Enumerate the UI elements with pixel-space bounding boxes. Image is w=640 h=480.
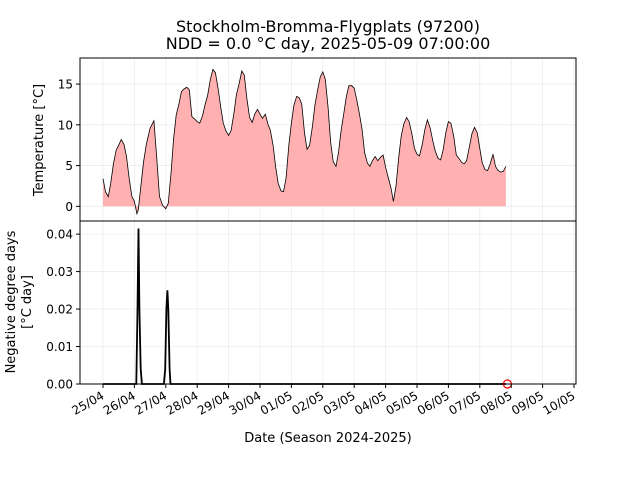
y-tick-label: 10 (58, 118, 73, 132)
x-tick-label: 27/04 (132, 388, 169, 417)
y-tick-label: 5 (65, 159, 73, 173)
x-tick-label: 10/05 (541, 388, 578, 417)
y-tick-label: 0.04 (46, 228, 73, 242)
x-tick-label: 05/05 (384, 388, 421, 417)
temperature-axis-label: Temperature [°C] (32, 84, 47, 197)
x-tick-label: 09/05 (509, 388, 546, 417)
x-tick-label: 08/05 (478, 388, 515, 417)
x-tick-label: 26/04 (101, 388, 138, 417)
ndd-axis-label-line1: Negative degree days (4, 230, 19, 373)
x-tick-label: 07/05 (446, 388, 483, 417)
ndd-line (103, 228, 506, 385)
temperature-line (102, 68, 507, 216)
ndd-grid (80, 221, 576, 385)
y-tick-label: 0.02 (46, 303, 73, 317)
x-axis-label: Date (Season 2024-2025) (244, 431, 412, 446)
y-tick-label: 0 (65, 200, 73, 214)
chart-title-line1: Stockholm-Bromma-Flygplats (97200) (176, 17, 480, 36)
x-tick-label: 03/05 (321, 388, 358, 417)
x-tick-label: 25/04 (70, 388, 107, 417)
temperature-y-ticks: 0 5 10 15 (58, 78, 80, 214)
y-tick-label: 0.01 (46, 340, 73, 354)
y-tick-label: 15 (58, 78, 73, 92)
ndd-axis-label-line2: [°C day] (20, 275, 35, 329)
temperature-area (103, 69, 506, 214)
x-tick-label: 02/05 (289, 388, 326, 417)
x-tick-label: 04/05 (352, 388, 389, 417)
x-tick-label: 06/05 (415, 388, 452, 417)
x-tick-label: 30/04 (227, 388, 264, 417)
x-tick-label: 29/04 (195, 388, 232, 417)
x-tick-label: 28/04 (164, 388, 201, 417)
y-tick-label: 0.03 (46, 265, 73, 279)
chart-title-line2: NDD = 0.0 °C day, 2025-05-09 07:00:00 (166, 34, 491, 53)
ndd-y-ticks: 0.00 0.01 0.02 0.03 0.04 (46, 228, 80, 392)
date-x-ticks: 25/0426/0427/0428/0429/0430/0401/0502/05… (70, 384, 578, 418)
y-tick-label: 0.00 (46, 378, 73, 392)
x-tick-label: 01/05 (258, 388, 295, 417)
ndd-panel-frame (79, 220, 577, 385)
